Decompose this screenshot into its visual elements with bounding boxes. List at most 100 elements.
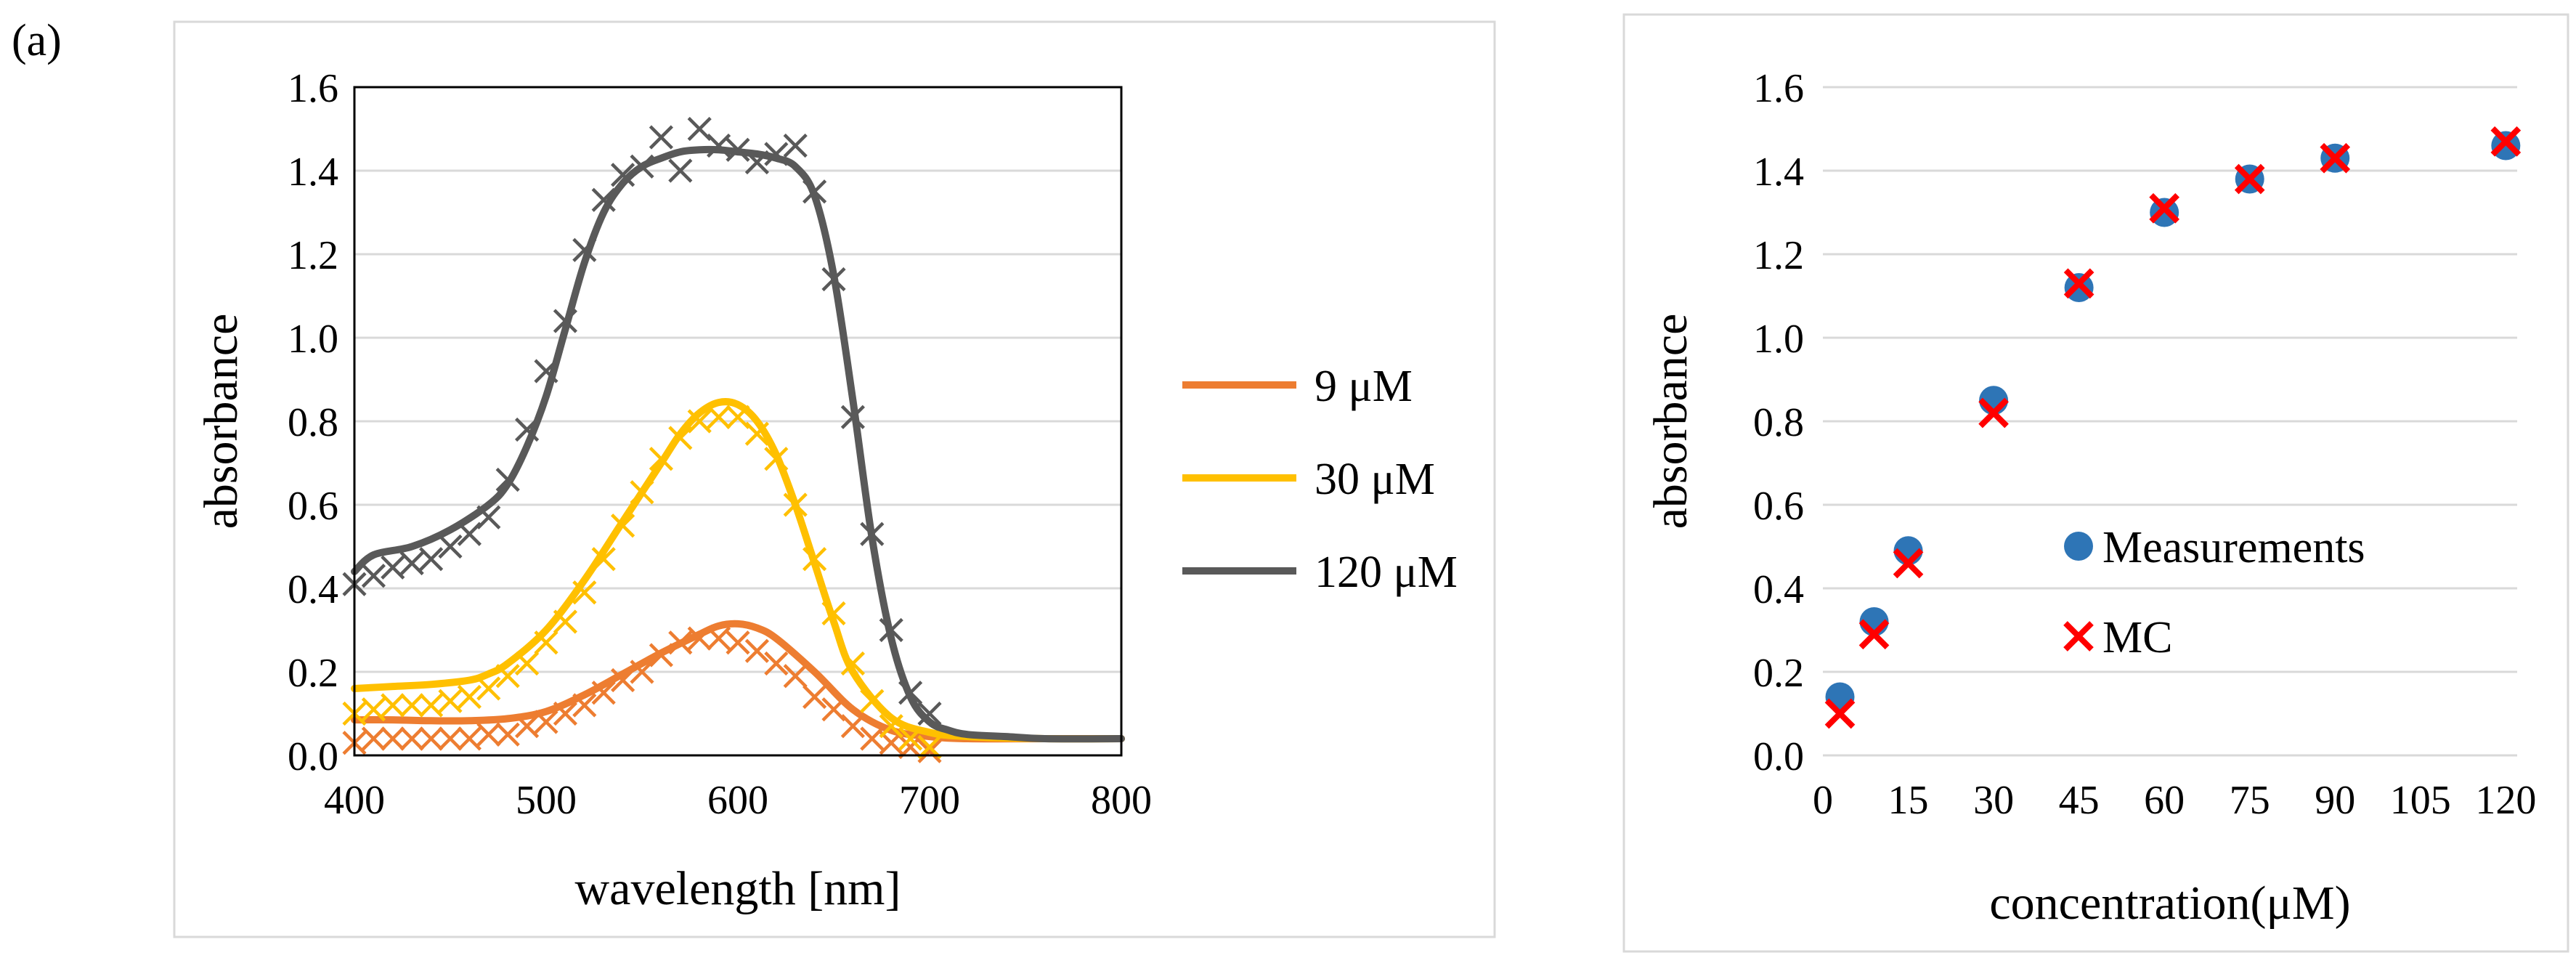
data-point-120-m xyxy=(591,187,616,212)
legend-label-120uM: 120 μM xyxy=(1315,548,1458,597)
concentration-x-tick-label: 105 xyxy=(2390,778,2451,823)
data-point-9-m xyxy=(668,630,693,655)
panel-label: (a) xyxy=(12,16,62,65)
data-point-120-m xyxy=(515,417,540,442)
spectra-x-axis-title: wavelength [nm] xyxy=(574,862,901,915)
concentration-x-tick-label: 30 xyxy=(1973,778,2014,823)
data-point-120-m xyxy=(860,521,885,546)
concentration-x-tick-label: 60 xyxy=(2144,778,2185,823)
data-point-120-m xyxy=(726,137,750,162)
concentration-legend: Measurements MC xyxy=(2063,523,2365,662)
data-point-120-m xyxy=(840,405,865,429)
data-point-9-m xyxy=(860,726,885,751)
data-point-120-m xyxy=(457,521,482,546)
spectra-chart: 0.0 0.2 0.4 0.6 0.8 1.0 1.2 1.4 1.6 400 500 600 700… xyxy=(173,20,1496,938)
series-30-m xyxy=(342,398,1125,760)
data-point-30-m xyxy=(611,514,635,538)
data-point-9-m xyxy=(840,714,865,739)
data-point-9-m xyxy=(726,630,750,655)
spectra-x-tick-label: 400 xyxy=(324,778,385,823)
concentration-y-axis-title: absorbance xyxy=(1644,314,1697,529)
data-point-30-m xyxy=(860,689,885,713)
data-point-30-m xyxy=(361,697,386,722)
data-point-120-m xyxy=(495,467,520,492)
data-point-mc xyxy=(2234,163,2265,195)
legend-item-mc: MC xyxy=(2063,613,2172,662)
data-point-30-m xyxy=(438,689,463,713)
data-point-30-m xyxy=(476,676,501,701)
concentration-y-tick-label: 0.4 xyxy=(1753,567,1804,612)
legend-marker-measurements xyxy=(2064,532,2093,561)
spectra-y-tick-label: 1.4 xyxy=(288,150,338,195)
legend-label-measurements: Measurements xyxy=(2102,523,2365,572)
concentration-x-tick-labels: 0 15 30 45 60 75 90 105 120 xyxy=(1813,778,2536,823)
concentration-series xyxy=(1824,126,2522,729)
data-point-9-m xyxy=(361,726,386,751)
data-point-measurements xyxy=(2491,131,2521,161)
data-point-120-m xyxy=(821,267,846,292)
data-point-mc xyxy=(2149,192,2179,224)
concentration-y-tick-label: 1.2 xyxy=(1753,233,1804,278)
data-point-30-m xyxy=(687,409,712,434)
fit-line-30-m xyxy=(351,398,1125,743)
data-point-9-m xyxy=(630,659,654,684)
data-point-120-m xyxy=(476,505,501,529)
data-point-measurements xyxy=(2064,273,2094,302)
spectra-y-tick-label: 0.2 xyxy=(288,651,338,696)
data-point-30-m xyxy=(649,447,673,471)
concentration-y-tick-label: 1.0 xyxy=(1753,317,1804,362)
data-point-9-m xyxy=(399,726,424,751)
data-point-30-m xyxy=(381,693,405,718)
spectra-x-tick-label: 800 xyxy=(1091,778,1152,823)
concentration-x-tick-label: 90 xyxy=(2315,778,2355,823)
data-point-30-m xyxy=(821,601,846,626)
spectra-x-tick-labels: 400 500 600 700 800 xyxy=(324,778,1152,823)
legend-marker-mc xyxy=(2063,621,2094,652)
spectra-x-tick-label: 500 xyxy=(516,778,577,823)
data-point-9-m xyxy=(707,626,731,651)
legend-label-mc: MC xyxy=(2102,613,2172,662)
data-point-9-m xyxy=(495,722,520,747)
data-point-30-m xyxy=(879,714,903,739)
data-point-30-m xyxy=(898,726,923,751)
spectra-series xyxy=(342,116,1125,763)
data-point-30-m xyxy=(457,684,482,710)
data-point-mc xyxy=(1978,397,2009,429)
data-point-30-m xyxy=(630,480,654,505)
data-point-mc xyxy=(2063,268,2094,299)
data-point-30-m xyxy=(591,547,616,572)
data-point-30-m xyxy=(553,609,577,634)
data-point-30-m xyxy=(495,664,520,689)
data-point-mc xyxy=(1824,698,1856,729)
data-point-120-m xyxy=(803,179,827,204)
spectra-x-tick-label: 600 xyxy=(707,778,768,823)
spectra-y-tick-label: 0.6 xyxy=(288,484,338,529)
spectra-gridlines xyxy=(354,86,1121,673)
data-point-30-m xyxy=(840,651,865,676)
legend-item-120uM: 120 μM xyxy=(1182,548,1458,597)
data-point-120-m xyxy=(898,681,923,705)
concentration-x-tick-label: 75 xyxy=(2230,778,2270,823)
data-point-mc xyxy=(1858,619,1890,650)
data-point-120-m xyxy=(707,133,731,158)
data-point-9-m xyxy=(687,626,712,651)
legend-label-30uM: 30 μM xyxy=(1315,455,1435,504)
data-point-120-m xyxy=(668,158,693,183)
data-point-9-m xyxy=(553,701,577,726)
concentration-y-tick-label: 0.2 xyxy=(1753,651,1804,696)
concentration-x-tick-label: 0 xyxy=(1813,778,1833,823)
data-point-30-m xyxy=(764,447,789,471)
concentration-x-tick-label: 15 xyxy=(1888,778,1929,823)
data-point-9-m xyxy=(438,726,463,751)
spectra-y-tick-label: 1.0 xyxy=(288,317,338,362)
data-point-120-m xyxy=(917,701,942,726)
data-point-30-m xyxy=(668,426,693,450)
data-point-9-m xyxy=(419,726,444,751)
concentration-y-tick-label: 1.6 xyxy=(1753,66,1804,111)
data-point-120-m xyxy=(438,534,463,559)
spectra-y-tick-label: 1.2 xyxy=(288,233,338,278)
data-point-120-m xyxy=(764,142,789,166)
data-point-30-m xyxy=(515,651,540,676)
data-point-mc xyxy=(2320,142,2351,174)
